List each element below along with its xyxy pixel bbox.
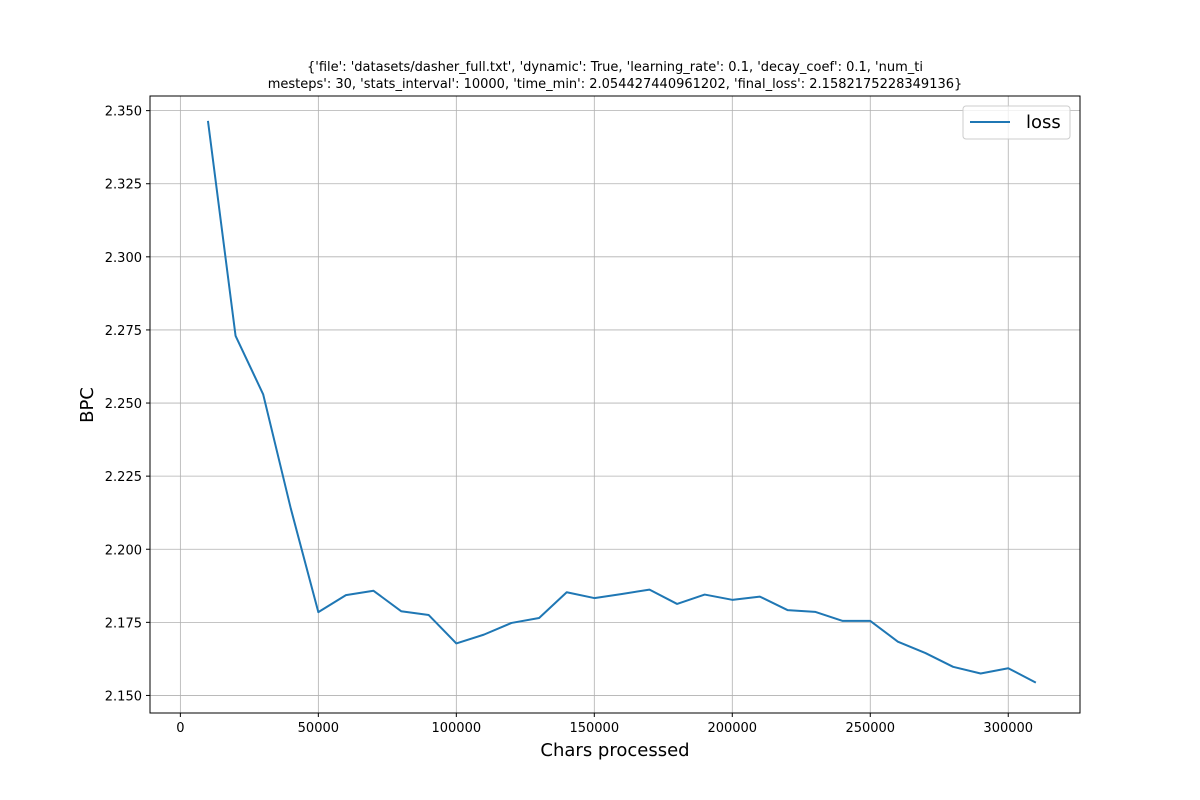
x-tick-label: 250000 [845, 721, 895, 736]
y-tick-label: 2.275 [105, 324, 142, 339]
legend-label-loss: loss [1026, 112, 1061, 133]
x-tick-label: 0 [176, 721, 184, 736]
y-tick-label: 2.225 [105, 470, 142, 485]
y-tick-label: 2.250 [105, 397, 142, 412]
y-tick-label: 2.175 [105, 616, 142, 631]
x-axis-title: Chars processed [540, 740, 689, 761]
tick-layer: 0 50000 100000 150000 200000 250000 300000 2.15… [105, 105, 1033, 736]
grid-layer [150, 96, 1080, 713]
y-tick-label: 2.350 [105, 105, 142, 120]
x-tick-label: 50000 [298, 721, 339, 736]
plot-frame [149, 95, 1081, 714]
y-tick-label: 2.200 [105, 543, 142, 558]
x-tick-label: 200000 [707, 721, 757, 736]
chart-title-line-2: mesteps': 30, 'stats_interval': 10000, '… [268, 77, 963, 92]
y-tick-label: 2.325 [105, 178, 142, 193]
x-tick-label: 150000 [569, 721, 619, 736]
legend: loss [962, 105, 1071, 140]
x-tick-label: 300000 [983, 721, 1033, 736]
chart-title-line-1: {'file': 'datasets/dasher_full.txt', 'dy… [307, 60, 923, 75]
y-axis-title: BPC [77, 387, 98, 423]
series-layer [206, 120, 1037, 684]
series-line-loss [206, 120, 1037, 684]
y-tick-label: 2.300 [105, 251, 142, 266]
legend-box [962, 105, 1071, 140]
y-tick-label: 2.150 [105, 689, 142, 704]
x-tick-label: 100000 [431, 721, 481, 736]
